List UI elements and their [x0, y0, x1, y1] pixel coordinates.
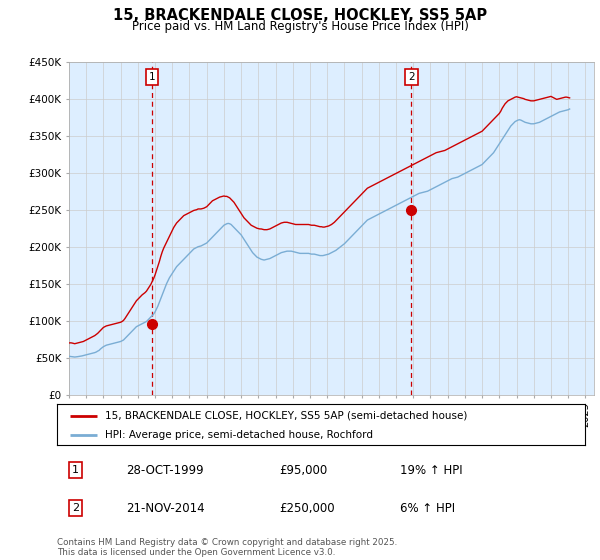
Text: Contains HM Land Registry data © Crown copyright and database right 2025.
This d: Contains HM Land Registry data © Crown c…: [57, 538, 397, 557]
Text: 1: 1: [72, 465, 79, 475]
Text: 19% ↑ HPI: 19% ↑ HPI: [400, 464, 463, 477]
Text: 1: 1: [149, 72, 155, 82]
Text: 6% ↑ HPI: 6% ↑ HPI: [400, 502, 455, 515]
Text: £250,000: £250,000: [279, 502, 334, 515]
Text: 2: 2: [72, 503, 79, 513]
Text: HPI: Average price, semi-detached house, Rochford: HPI: Average price, semi-detached house,…: [104, 430, 373, 440]
Text: 2: 2: [408, 72, 415, 82]
Text: Price paid vs. HM Land Registry's House Price Index (HPI): Price paid vs. HM Land Registry's House …: [131, 20, 469, 32]
Text: £95,000: £95,000: [279, 464, 327, 477]
Text: 15, BRACKENDALE CLOSE, HOCKLEY, SS5 5AP (semi-detached house): 15, BRACKENDALE CLOSE, HOCKLEY, SS5 5AP …: [104, 411, 467, 421]
Text: 15, BRACKENDALE CLOSE, HOCKLEY, SS5 5AP: 15, BRACKENDALE CLOSE, HOCKLEY, SS5 5AP: [113, 8, 487, 24]
Text: 21-NOV-2014: 21-NOV-2014: [125, 502, 204, 515]
Text: 28-OCT-1999: 28-OCT-1999: [125, 464, 203, 477]
